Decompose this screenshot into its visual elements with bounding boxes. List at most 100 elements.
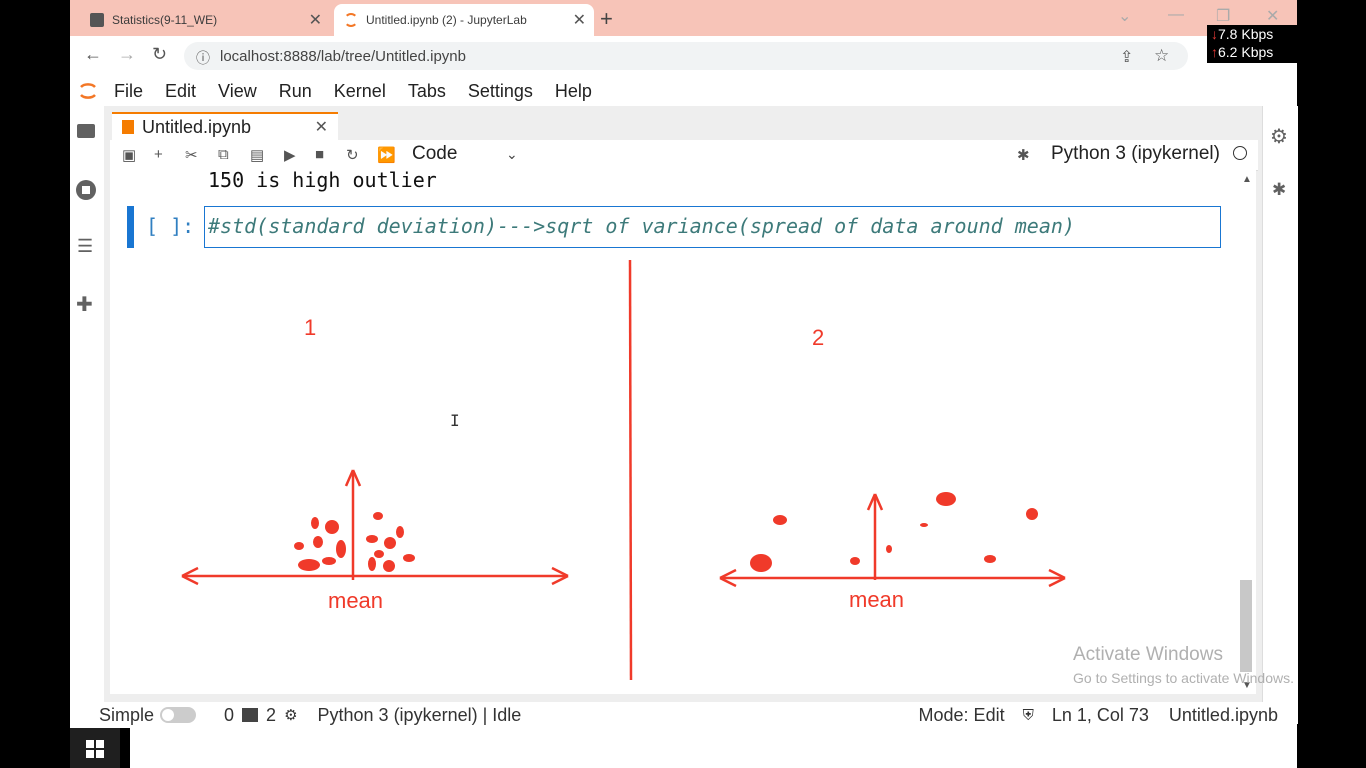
kernel-count[interactable]: 2 [266, 704, 277, 725]
data-dot [374, 550, 384, 558]
cursor-position[interactable]: Ln 1, Col 73 [1051, 704, 1149, 725]
menu-kernel[interactable]: Kernel [333, 80, 386, 101]
data-dot [396, 526, 404, 538]
cell-output: 150 is high outlier [208, 168, 437, 192]
bookmark-star-icon[interactable]: ☆ [1154, 46, 1170, 65]
close-tab-icon[interactable]: ✕ [308, 12, 322, 29]
menu-view[interactable]: View [218, 80, 257, 101]
running-icon[interactable] [76, 180, 96, 200]
simple-mode-label: Simple [99, 704, 155, 725]
data-dot [311, 517, 319, 529]
scrollbar-thumb[interactable] [1240, 580, 1252, 672]
menu-run[interactable]: Run [278, 80, 312, 101]
activate-title: Activate Windows [1073, 644, 1223, 665]
debugger-icon[interactable]: ✱ [1272, 180, 1287, 199]
right-axis-right-arrow [1048, 568, 1066, 588]
menu-settings[interactable]: Settings [467, 80, 533, 101]
status-bar: Simple 0 2 ⚙ Python 3 (ipykernel) | Idle… [70, 702, 1297, 728]
data-dot [886, 545, 892, 553]
classroom-icon [90, 13, 104, 27]
sketch-label-1: 1 [304, 315, 316, 340]
simple-mode-toggle[interactable] [160, 707, 197, 723]
data-dot [773, 515, 787, 525]
bug-icon[interactable]: ✱ [1017, 147, 1030, 164]
toc-icon[interactable]: ☰ [77, 236, 94, 256]
active-cell-marker [127, 206, 134, 248]
vertical-scrollbar[interactable] [1238, 170, 1256, 694]
paste-icon[interactable]: ▤ [250, 147, 265, 164]
close-window-button[interactable]: ✕ [1266, 8, 1280, 25]
forward-button[interactable]: → [118, 44, 136, 64]
menu-tabs[interactable]: Tabs [407, 80, 446, 101]
share-icon[interactable]: ⇪ [1120, 49, 1134, 66]
notebook-panel [110, 170, 1238, 694]
data-dot [383, 560, 395, 572]
stop-icon[interactable]: ■ [315, 146, 325, 163]
upload-speed: 6.2 Kbps [1218, 44, 1274, 60]
back-button[interactable]: ← [84, 44, 102, 64]
browser-tab-jupyter[interactable]: Untitled.ipynb (2) - JupyterLab ✕ [334, 4, 594, 36]
cut-icon[interactable]: ✂ [185, 147, 198, 164]
close-tab-icon[interactable]: ✕ [572, 12, 586, 29]
scroll-up-icon[interactable]: ▲ [1242, 174, 1252, 185]
url-text[interactable]: localhost:8888/lab/tree/Untitled.ipynb [220, 48, 466, 65]
shield-icon: ⛨ [1022, 706, 1034, 724]
chevron-down-icon[interactable]: ⌄ [506, 146, 518, 162]
data-dot [366, 535, 378, 543]
network-speed-overlay: ↓7.8 Kbps ↑6.2 Kbps [1207, 25, 1297, 63]
browser-tab-strip [70, 0, 1297, 36]
terminal-count[interactable]: 0 [224, 704, 235, 725]
browser-tab-statistics[interactable]: Statistics(9-11_WE) ✕ [80, 4, 330, 36]
new-tab-button[interactable]: + [600, 6, 613, 31]
folder-icon[interactable] [77, 124, 95, 138]
text-cursor-icon: I [450, 411, 460, 430]
restart-icon[interactable]: ↻ [346, 147, 359, 164]
kernel-name[interactable]: Python 3 (ipykernel) [1051, 143, 1220, 164]
omnibox[interactable] [184, 42, 1188, 70]
mean-label-left: mean [328, 588, 383, 613]
left-axis-right-arrow [551, 566, 569, 586]
download-speed: 7.8 Kbps [1218, 26, 1274, 42]
kernel-status-text[interactable]: Python 3 (ipykernel) | Idle [317, 704, 522, 725]
browser-tab-title: Untitled.ipynb (2) - JupyterLab [366, 13, 527, 27]
save-icon[interactable]: ▣ [122, 147, 137, 164]
site-info-icon[interactable]: ⓘ [196, 50, 210, 66]
data-dot [403, 554, 415, 562]
menu-help[interactable]: Help [554, 80, 592, 101]
tab-search-icon[interactable]: ⌄ [1118, 8, 1132, 25]
activate-subtitle: Go to Settings to activate Windows. [1073, 670, 1294, 686]
data-dot [920, 523, 928, 527]
data-dot [325, 520, 339, 534]
close-notebook-tab-icon[interactable]: ✕ [314, 119, 328, 136]
menu-file[interactable]: File [114, 80, 144, 101]
code-text[interactable]: #std(standard deviation)--->sqrt of vari… [208, 214, 1075, 238]
run-icon[interactable]: ▶ [284, 147, 296, 164]
kernel-chip-icon: ⚙ [284, 707, 298, 724]
data-dot [936, 492, 956, 506]
restore-button[interactable]: ❐ [1216, 8, 1231, 25]
copy-icon[interactable]: ⧉ [218, 146, 229, 163]
insert-cell-icon[interactable]: + [154, 146, 163, 163]
terminal-icon [242, 708, 259, 722]
data-dot [368, 557, 376, 571]
notebook-tab-title: Untitled.ipynb [142, 116, 252, 137]
fast-forward-icon[interactable]: ⏩ [377, 147, 396, 164]
data-dot [850, 557, 860, 565]
extension-icon[interactable]: ✚ [76, 294, 93, 316]
left-axis-left-arrow [181, 566, 199, 586]
menu-edit[interactable]: Edit [165, 80, 197, 101]
reload-button[interactable]: ↻ [152, 44, 168, 64]
cell-type-select[interactable]: Code [412, 143, 458, 164]
code-cell-input[interactable] [204, 206, 1221, 248]
windows-start-icon[interactable] [86, 740, 104, 758]
right-sidebar [1262, 106, 1298, 724]
sketch-label-2: 2 [812, 325, 824, 350]
minimize-button[interactable]: — [1168, 6, 1184, 23]
scroll-down-icon[interactable]: ▼ [1242, 680, 1252, 691]
left-sidebar [70, 106, 104, 724]
jupyter-logo-icon [80, 83, 96, 99]
data-dot [384, 537, 396, 549]
property-inspector-icon[interactable]: ⚙ [1270, 126, 1288, 148]
notebook-tab[interactable]: Untitled.ipynb ✕ [112, 112, 338, 140]
kernel-status-icon [1233, 146, 1247, 160]
